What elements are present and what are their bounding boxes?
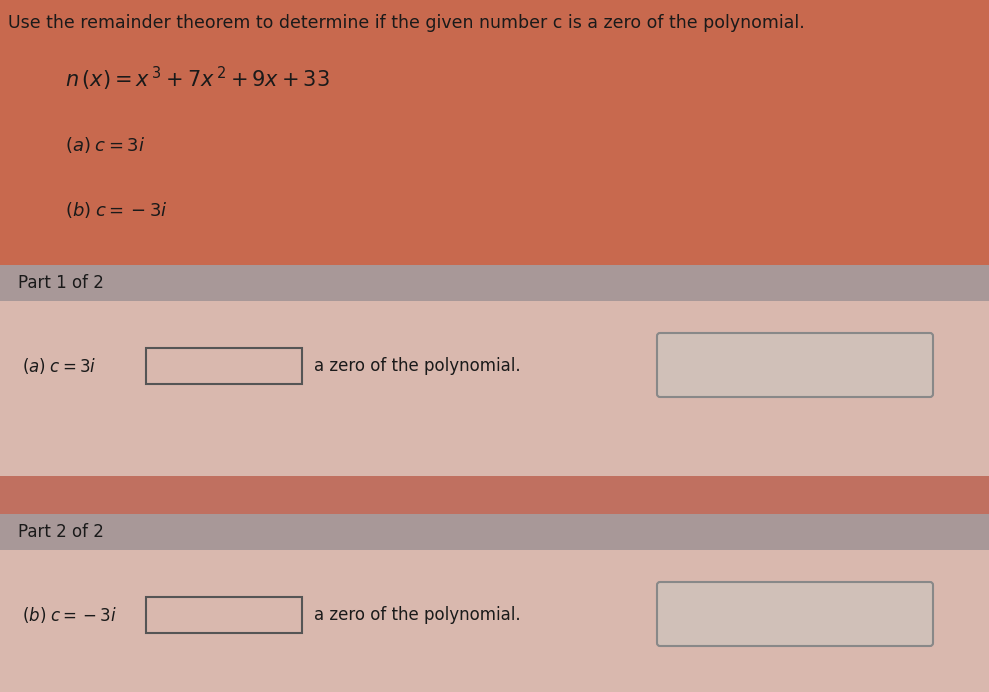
FancyBboxPatch shape <box>0 476 989 514</box>
FancyBboxPatch shape <box>0 550 989 692</box>
FancyBboxPatch shape <box>657 582 933 646</box>
Text: Part 1 of 2: Part 1 of 2 <box>18 274 104 292</box>
FancyBboxPatch shape <box>0 514 989 550</box>
Text: $(b)\;c=-3i$: $(b)\;c=-3i$ <box>65 200 168 220</box>
FancyBboxPatch shape <box>146 348 302 384</box>
Text: $(a)\;c=3i$: $(a)\;c=3i$ <box>65 135 145 155</box>
Text: a zero of the polynomial.: a zero of the polynomial. <box>314 606 520 624</box>
Text: $(b)\;c=-3i$: $(b)\;c=-3i$ <box>22 605 117 625</box>
Text: $n\,(x)=x^{\,3}+7x^{\,2}+9x+33$: $n\,(x)=x^{\,3}+7x^{\,2}+9x+33$ <box>65 65 329 93</box>
Text: X: X <box>753 354 772 378</box>
Text: Part 2 of 2: Part 2 of 2 <box>18 523 104 541</box>
Text: a zero of the polynomial.: a zero of the polynomial. <box>314 357 520 375</box>
Text: ↺: ↺ <box>843 601 866 629</box>
Text: X: X <box>753 603 772 627</box>
FancyBboxPatch shape <box>0 265 989 301</box>
FancyBboxPatch shape <box>0 301 989 476</box>
Text: (Choose one)  ▼: (Choose one) ▼ <box>170 360 278 372</box>
FancyBboxPatch shape <box>657 333 933 397</box>
Text: (Choose one)  ▼: (Choose one) ▼ <box>170 608 278 621</box>
FancyBboxPatch shape <box>146 597 302 633</box>
Text: ↺: ↺ <box>843 352 866 380</box>
Text: $(a)\;c=3i$: $(a)\;c=3i$ <box>22 356 96 376</box>
Text: Use the remainder theorem to determine if the given number c is a zero of the po: Use the remainder theorem to determine i… <box>8 14 805 32</box>
